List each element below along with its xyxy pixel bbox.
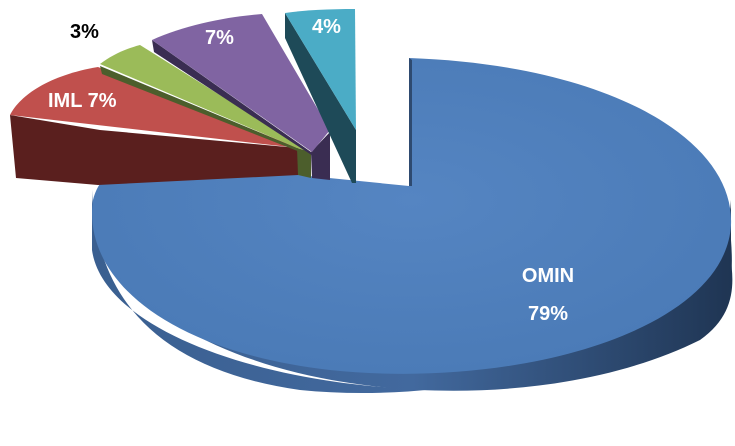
label-omin-value: 79% bbox=[528, 303, 568, 325]
slice-7pct-side-outer bbox=[152, 40, 313, 156]
label-4pct: 4% bbox=[312, 16, 341, 38]
label-7pct-purple: 7% bbox=[205, 27, 234, 49]
slice-3pct-side-outer bbox=[100, 66, 300, 152]
slice-3pct-top bbox=[100, 45, 311, 152]
slice-7pct-top bbox=[152, 14, 330, 152]
slice-omin-top bbox=[92, 58, 732, 374]
slice-7pct-side bbox=[311, 132, 330, 180]
slice-iml-top bbox=[10, 67, 298, 148]
slice-3pct-side bbox=[297, 148, 311, 178]
slice-omin bbox=[92, 58, 733, 394]
slice-iml bbox=[10, 67, 298, 185]
label-omin-name: OMIN bbox=[522, 265, 574, 287]
label-iml: IML 7% bbox=[48, 90, 117, 112]
slice-omin-cut bbox=[409, 58, 412, 186]
slice-4pct bbox=[285, 9, 356, 183]
slice-7pct-purple bbox=[152, 14, 330, 180]
label-3pct: 3% bbox=[70, 21, 99, 43]
slice-4pct-top bbox=[285, 9, 356, 130]
slice-4pct-side bbox=[285, 13, 356, 183]
slice-iml-side bbox=[10, 115, 298, 185]
slice-3pct bbox=[100, 45, 311, 178]
